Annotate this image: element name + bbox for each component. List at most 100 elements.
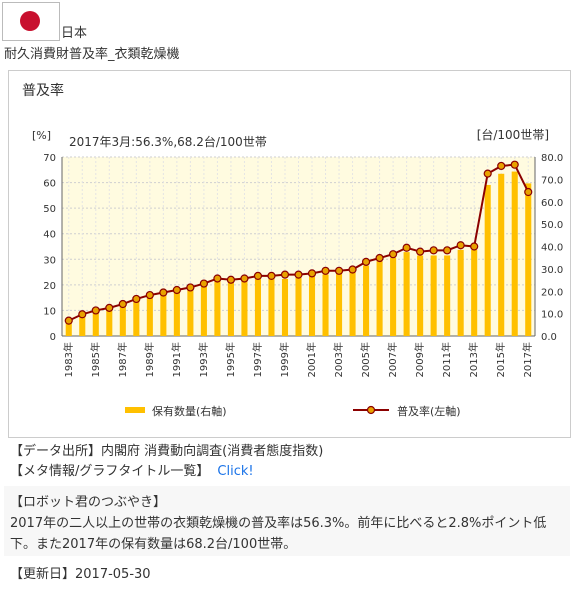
x-tick-label: 1995年 (224, 342, 237, 377)
line-point (443, 246, 452, 255)
x-tick-label: 1987年 (116, 342, 129, 377)
line-point (118, 299, 127, 309)
line-point (240, 274, 249, 283)
bar (444, 255, 451, 336)
line-point (159, 288, 168, 297)
x-tick-label: 2009年 (413, 342, 426, 377)
bar (92, 310, 99, 336)
line-point (348, 265, 357, 274)
line-point (361, 257, 371, 266)
chart: 0 10 20 30 40 50 60 70 0.0 10.0 20.0 30.0 40.0 50.0 60… (32, 127, 563, 418)
line-point (321, 266, 330, 275)
bar (417, 255, 424, 336)
line-point (199, 279, 208, 288)
x-tick-label: 2005年 (359, 342, 372, 377)
bar (349, 272, 356, 336)
bar (241, 281, 248, 336)
chart-panel: 普及率 0 10 20 30 40 50 60 70 0.0 10.0 20.0 30.0 40.0 50… (8, 70, 571, 438)
line-point (510, 160, 519, 169)
x-tick-label: 2015年 (494, 342, 507, 377)
data-source: 【データ出所】内閣府 消費動向調査(消費者態度指数) (10, 444, 324, 459)
line-point (456, 241, 465, 250)
robot-text: 2017年の二人以上の世帯の衣類乾燥機の普及率は56.3%。前年に比べると2.8… (10, 516, 547, 552)
bar (160, 294, 167, 336)
bar (511, 171, 518, 336)
line-point (213, 274, 222, 283)
x-tick-label: 2011年 (440, 342, 453, 377)
bar (471, 249, 478, 336)
bar (525, 183, 532, 336)
bar (187, 290, 194, 336)
line-point (226, 275, 236, 284)
bar (430, 255, 437, 336)
click-link[interactable]: Click! (217, 464, 254, 479)
bar (390, 257, 397, 336)
y-right-tick-label: 60.0 (541, 198, 563, 209)
x-tick-label: 2003年 (332, 342, 345, 377)
country-label: 日本 (61, 26, 88, 41)
bar (200, 286, 207, 336)
x-tick-label: 1997年 (251, 342, 264, 377)
y-left-tick-label: 20 (43, 281, 56, 292)
bar (214, 281, 221, 336)
y-left-tick-label: 10 (43, 306, 56, 317)
y-right-tick-label: 30.0 (541, 265, 563, 276)
line-point (105, 303, 114, 312)
bar (363, 265, 370, 336)
meta-info-label: 【メタ情報/グラフタイトル一覧】 (10, 464, 210, 479)
bar (227, 282, 234, 336)
line-point (416, 247, 425, 256)
bar (119, 304, 126, 336)
robot-title: 【ロボット君のつぶやき】 (10, 495, 167, 510)
bar (254, 278, 261, 336)
chart-panel-title: 普及率 (22, 83, 64, 99)
line-point (389, 250, 398, 259)
line-point (334, 266, 344, 275)
line-point (78, 310, 87, 319)
line-point (267, 271, 276, 281)
y-right-tick-label: 80.0 (541, 153, 563, 164)
y-left-tick-label: 70 (43, 153, 56, 164)
y-left-tick-label: 30 (43, 255, 56, 266)
bar (146, 296, 153, 336)
y-right-unit: [台/100世帯] (477, 127, 549, 142)
x-tick-label: 1999年 (278, 342, 291, 377)
y-right-tick-label: 20.0 (541, 287, 563, 298)
line-point (172, 285, 181, 295)
bar (173, 292, 180, 336)
y-left-tick-label: 50 (43, 204, 56, 215)
meta-info: 【メタ情報/グラフタイトル一覧】 Click! (10, 460, 254, 479)
line-point (280, 270, 290, 279)
bar (295, 277, 302, 336)
bar (65, 320, 72, 336)
bar (498, 173, 505, 336)
y-right-tick-label: 10.0 (541, 310, 563, 321)
line-point (483, 169, 492, 178)
x-tick-label: 1993年 (197, 342, 210, 377)
japan-flag-icon (2, 2, 60, 41)
line-point (402, 243, 411, 252)
line-point (497, 161, 506, 171)
y-right-tick-label: 0.0 (541, 332, 557, 343)
x-tick-label: 2013年 (467, 342, 480, 377)
x-tick-label: 1985年 (89, 342, 102, 377)
y-left-tick-label: 0 (50, 332, 56, 343)
x-tick-label: 2001年 (305, 342, 318, 377)
bar (281, 278, 289, 336)
line-point (132, 294, 141, 304)
bar (308, 275, 316, 336)
line-point (294, 270, 303, 279)
bar (403, 252, 410, 336)
y-left-tick-label: 60 (43, 179, 56, 190)
legend-swatch-bar (125, 407, 145, 413)
legend-label-bar: 保有数量(右軸) (152, 404, 227, 418)
x-tick-label: 2017年 (521, 342, 534, 377)
legend-label-line: 普及率(左軸) (397, 404, 461, 418)
y-right-tick-label: 50.0 (541, 220, 563, 231)
line-point (186, 283, 195, 292)
bar (484, 184, 491, 336)
chart-annotation: 2017年3月:56.3%,68.2台/100世帯 (69, 134, 267, 149)
line-point (145, 290, 154, 300)
updated-date: 【更新日】2017-05-30 (10, 567, 151, 582)
bar (79, 313, 86, 336)
